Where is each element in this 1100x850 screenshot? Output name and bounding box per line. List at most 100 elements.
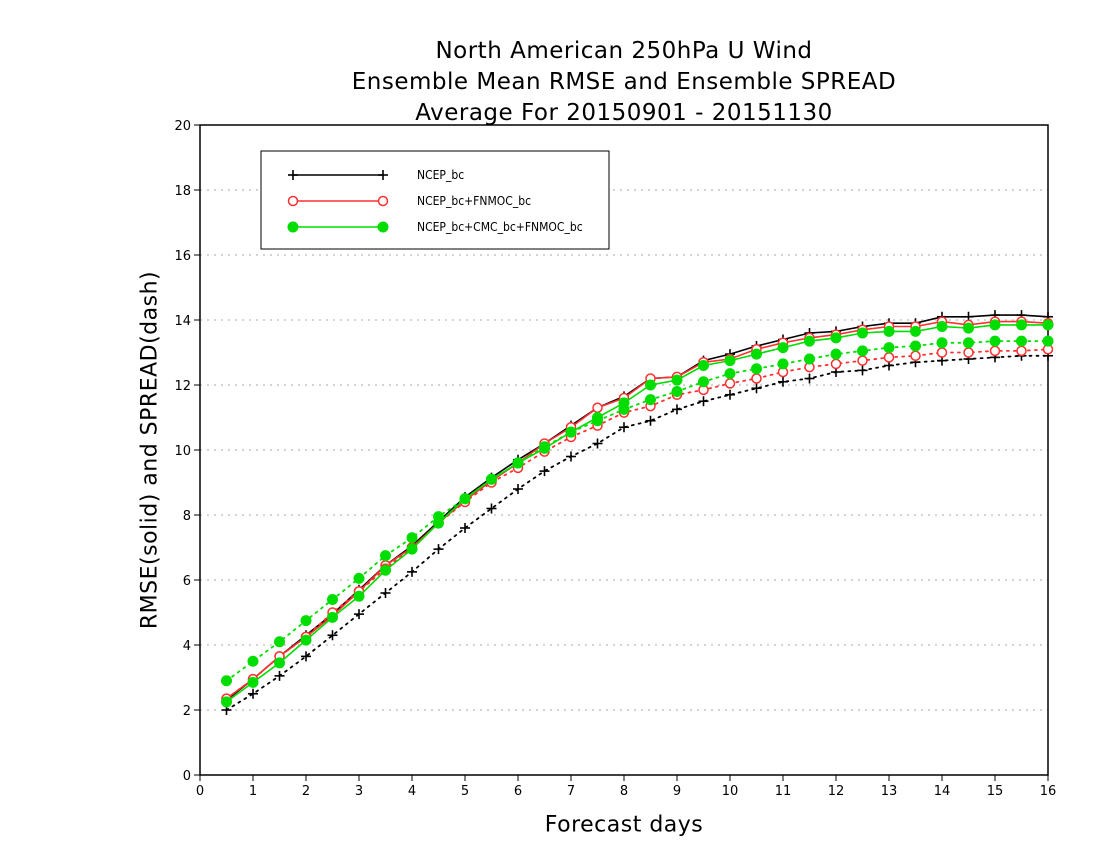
series-2-spread-point [512, 457, 524, 469]
y-tick-label: 18 [174, 184, 191, 199]
series-2-rmse-point [247, 676, 259, 688]
series-2-spread-point [459, 493, 471, 505]
x-tick-label: 5 [461, 784, 469, 799]
title-line-1: North American 250hPa U Wind [435, 38, 813, 64]
series-2-spread-point [1016, 335, 1027, 347]
series-0-spread-point [751, 383, 762, 394]
y-tick-label: 2 [183, 704, 191, 719]
series-2-rmse-point [327, 611, 338, 623]
series-0-spread-point [592, 438, 603, 449]
series-1-spread-point [936, 347, 948, 358]
legend-entry-label: NCEP_bc+CMC_bc+FNMOC_bc [417, 220, 583, 234]
y-tick-label: 16 [174, 249, 191, 264]
series-2-spread-point [671, 386, 683, 397]
series-0-rmse-line [226, 314, 1049, 701]
y-tick-label: 8 [183, 509, 191, 524]
series-0-spread-point [619, 422, 629, 433]
series-2-rmse-point [406, 543, 418, 555]
series-2-spread-point [592, 415, 603, 427]
series-0-spread-point [248, 688, 258, 699]
series-0-spread-point [566, 451, 576, 462]
legend-marker [288, 170, 298, 180]
series-0-spread-point [778, 376, 788, 387]
series-0-spread-point [274, 670, 285, 681]
series-1-spread-point [989, 345, 1001, 357]
series-0-spread-point [539, 466, 550, 477]
x-tick-label: 8 [620, 784, 628, 799]
series-2-rmse-line [226, 324, 1048, 703]
x-tick-label: 16 [1040, 784, 1057, 799]
series-2-rmse-point [857, 327, 868, 339]
x-tick-label: 15 [987, 784, 1004, 799]
y-tick-label: 10 [174, 444, 191, 459]
y-tick-label: 6 [183, 574, 191, 589]
series-2-spread-point [221, 675, 232, 687]
x-tick-label: 4 [408, 784, 416, 799]
legend: NCEP_bc NCEP_bc+FNMOC_bc NCEP_bc+CMC_bc+FN… [260, 150, 610, 250]
series-2-rmse-point [1016, 319, 1027, 331]
x-tick-label: 13 [881, 784, 898, 799]
series-1-spread-point [910, 350, 921, 361]
series-1-spread-point [751, 373, 762, 384]
series-2-rmse-point [883, 325, 895, 337]
series-0-spread-point [301, 651, 311, 662]
series-2-rmse-point [1042, 319, 1054, 331]
series-2-rmse-point [380, 564, 391, 576]
series-2-spread-point [698, 376, 709, 388]
series-2-spread-point [618, 403, 630, 415]
series-1-spread-line [225, 348, 1049, 700]
series-2-rmse-point [910, 325, 921, 337]
series-2-spread-point [539, 441, 550, 453]
series-0-spread-point [354, 609, 364, 620]
y-tick-label: 4 [183, 639, 191, 654]
series-2-spread-point [645, 394, 656, 406]
series-2-rmse-point [221, 696, 232, 708]
series-2-rmse-point [830, 332, 842, 344]
y-tick-label: 12 [174, 379, 191, 394]
series-0-spread-point [513, 484, 523, 494]
series-2-rmse-point [936, 321, 948, 332]
legend-entry-label: NCEP_bc+FNMOC_bc [417, 194, 531, 208]
legend-box [260, 150, 610, 250]
y-tick-label: 14 [174, 314, 191, 329]
series-2-rmse-point [804, 335, 815, 347]
series-2-spread-point [433, 511, 444, 523]
series-0-spread-point [804, 373, 815, 384]
series-2-rmse-point [698, 360, 709, 371]
series-0-spread-point [698, 396, 709, 407]
series-0-spread-point [725, 389, 735, 400]
series-0-spread-point [327, 630, 338, 641]
series-2-spread-point [777, 358, 789, 370]
x-tick-label: 10 [722, 784, 739, 799]
x-tick-label: 9 [673, 784, 681, 799]
series-1-rmse-point [592, 402, 603, 413]
x-tick-label: 2 [302, 784, 310, 799]
x-tick-label: 7 [567, 784, 575, 799]
x-tick-label: 11 [775, 784, 792, 799]
legend-marker [287, 195, 299, 207]
series-2-spread-point [247, 655, 259, 667]
legend-marker [378, 170, 388, 180]
series-2-spread-point [380, 550, 391, 562]
series-2-rmse-point [671, 374, 683, 386]
series-1-spread-point [857, 355, 868, 366]
chart-title: North American 250hPa U Wind Ensemble Me… [200, 36, 1048, 129]
x-tick-label: 14 [934, 784, 951, 799]
series-0-spread-point [857, 365, 868, 376]
series-0-spread-point [645, 415, 656, 426]
series-2-spread-point [1042, 335, 1054, 347]
series-2-spread-point [804, 353, 815, 365]
series-2-rmse-point [300, 634, 312, 646]
x-tick-label: 0 [196, 784, 204, 799]
series-1-spread-point [724, 378, 736, 389]
series-2-spread-point [751, 363, 762, 375]
series [221, 310, 1054, 715]
x-tick-label: 6 [514, 784, 522, 799]
series-1-rmse-line [226, 320, 1049, 700]
series-2-rmse-point [645, 379, 656, 391]
series-2-spread-point [300, 615, 312, 627]
series-0-spread-point [486, 503, 497, 514]
series-2-spread-point [274, 636, 285, 648]
